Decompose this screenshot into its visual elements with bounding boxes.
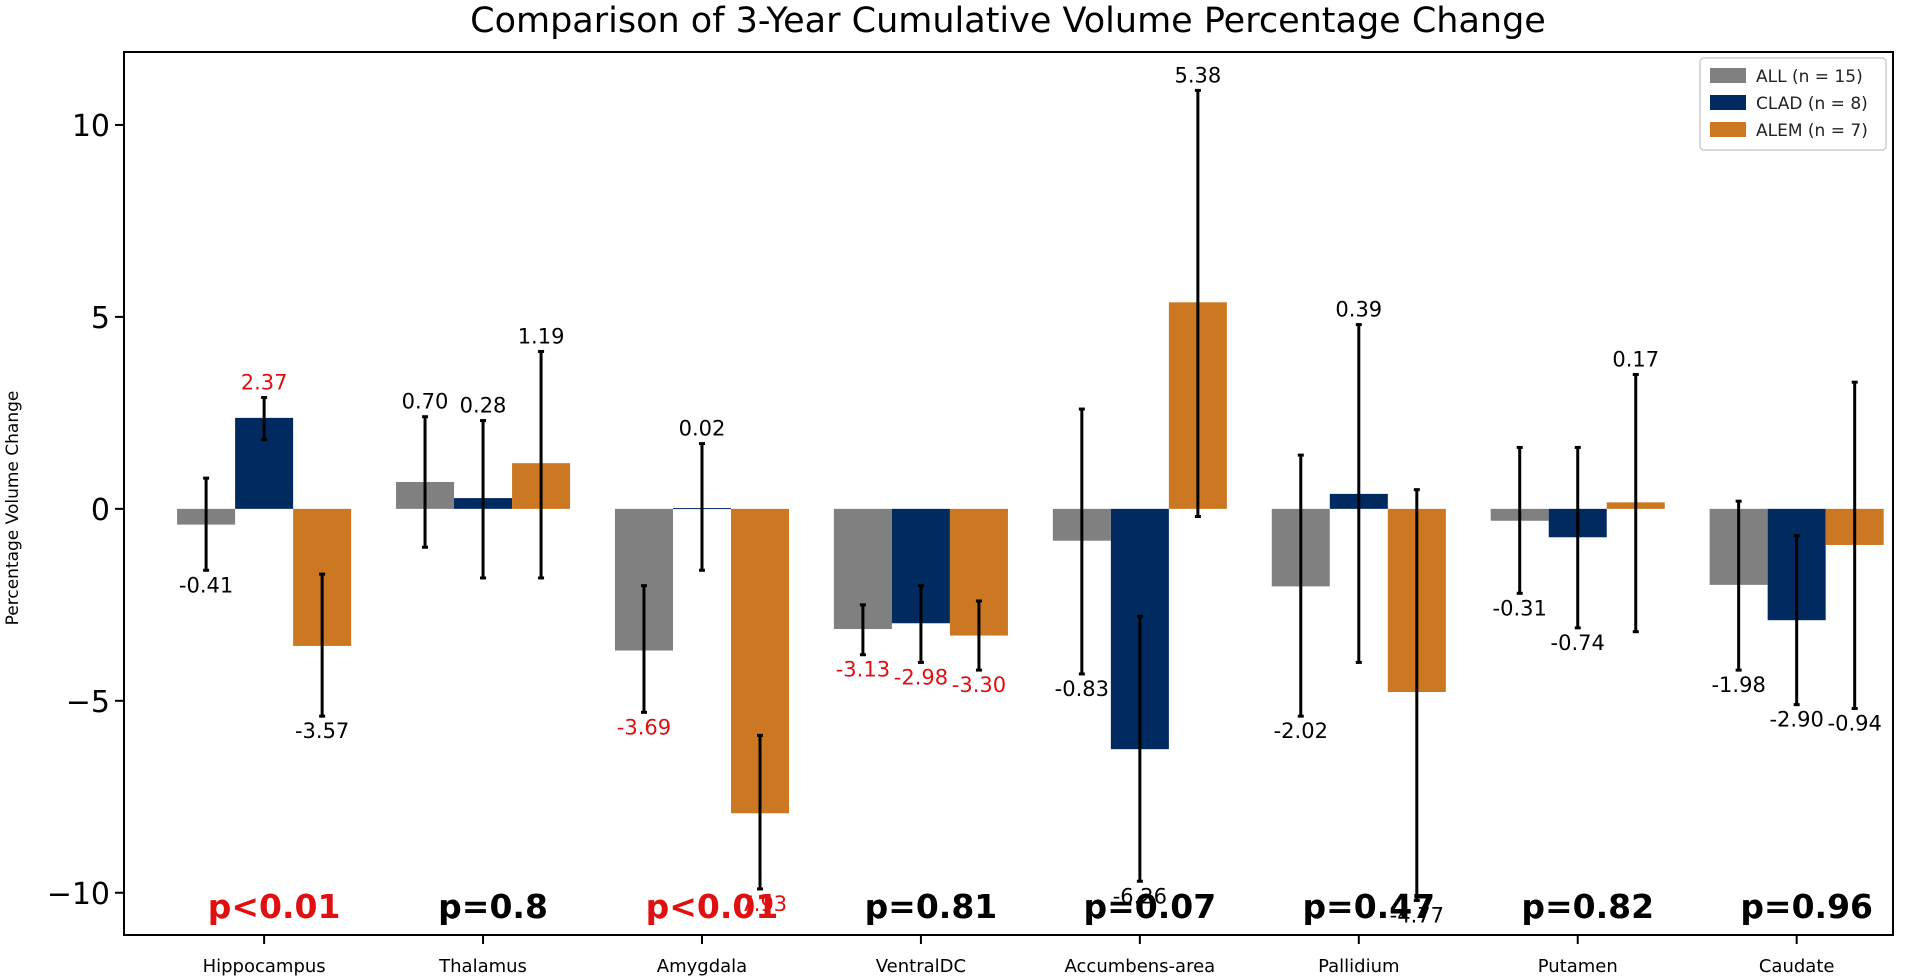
legend-swatch [1710,95,1746,110]
data-label: -7.93 [733,892,787,916]
x-tick-label: Pallidium [1318,956,1399,977]
p-value-label: p<0.01 [646,887,779,926]
data-label: -0.94 [1828,711,1882,735]
chart-title: Comparison of 3-Year Cumulative Volume P… [470,1,1546,41]
legend-box [1699,57,1887,151]
p-value-label: p=0.47 [1302,887,1435,926]
x-tick-label: Thalamus [438,956,527,977]
y-tick-label: −10 [47,877,110,912]
x-tick-label: Putamen [1538,956,1618,977]
data-label: -2.90 [1769,708,1823,732]
p-value-label: p=0.81 [865,887,998,926]
x-tick-label: Caudate [1759,956,1835,977]
legend-label: ALEM (n = 7) [1756,121,1868,141]
data-label: -3.57 [295,719,349,743]
data-label: 1.19 [518,324,565,348]
data-label: -0.74 [1551,631,1605,655]
p-value-label: p=0.8 [438,887,548,926]
legend-label: ALL (n = 15) [1756,67,1863,87]
data-label: 0.28 [460,394,507,418]
plot-area: -0.41 2.37 -3.57 p<0.01 0.70 0.28 1.19 p=0.8 -3.… [177,63,1884,927]
y-tick-label: −5 [66,685,110,720]
data-label: -3.69 [617,715,671,739]
x-tick-label: VentralDC [876,956,966,977]
axes: −10 −5 0 5 10 Hippocampus Thalamus Amygdala Vent… [47,109,1835,977]
x-tick-label: Hippocampus [203,956,326,977]
data-label: 0.02 [679,417,726,441]
p-value-label: p<0.01 [208,887,341,926]
data-label: 0.70 [402,390,449,414]
data-label: -2.98 [894,665,948,689]
data-label: -0.31 [1493,596,1547,620]
data-label: -3.30 [952,673,1006,697]
data-label: 5.38 [1174,63,1221,87]
x-tick-label: Accumbens-area [1065,956,1216,977]
data-label: -1.98 [1711,673,1765,697]
p-value-label: p=0.07 [1084,887,1217,926]
y-axis-label: Percentage Volume Change [3,391,23,626]
y-tick-label: 10 [72,109,110,144]
x-tick-label: Amygdala [657,956,747,977]
data-label: -0.41 [179,573,233,597]
data-label: -0.83 [1055,677,1109,701]
data-label: 2.37 [241,371,288,395]
legend-swatch [1710,122,1746,137]
data-label: -3.13 [836,658,890,682]
legend-swatch [1710,68,1746,83]
data-label: 0.39 [1335,298,1382,322]
legend-label: CLAD (n = 8) [1756,94,1868,114]
y-tick-label: 5 [91,301,110,336]
p-value-label: p=0.82 [1521,887,1654,926]
legend: ALL (n = 15) CLAD (n = 8) ALEM (n = 7) [1699,57,1887,151]
plot-frame [123,51,1894,936]
data-label: -6.26 [1113,884,1167,908]
data-label: -2.02 [1274,719,1328,743]
data-label: 0.17 [1612,347,1659,371]
y-tick-label: 0 [91,493,110,528]
data-label: -4.77 [1390,903,1444,927]
p-value-label: p=0.96 [1740,887,1873,926]
